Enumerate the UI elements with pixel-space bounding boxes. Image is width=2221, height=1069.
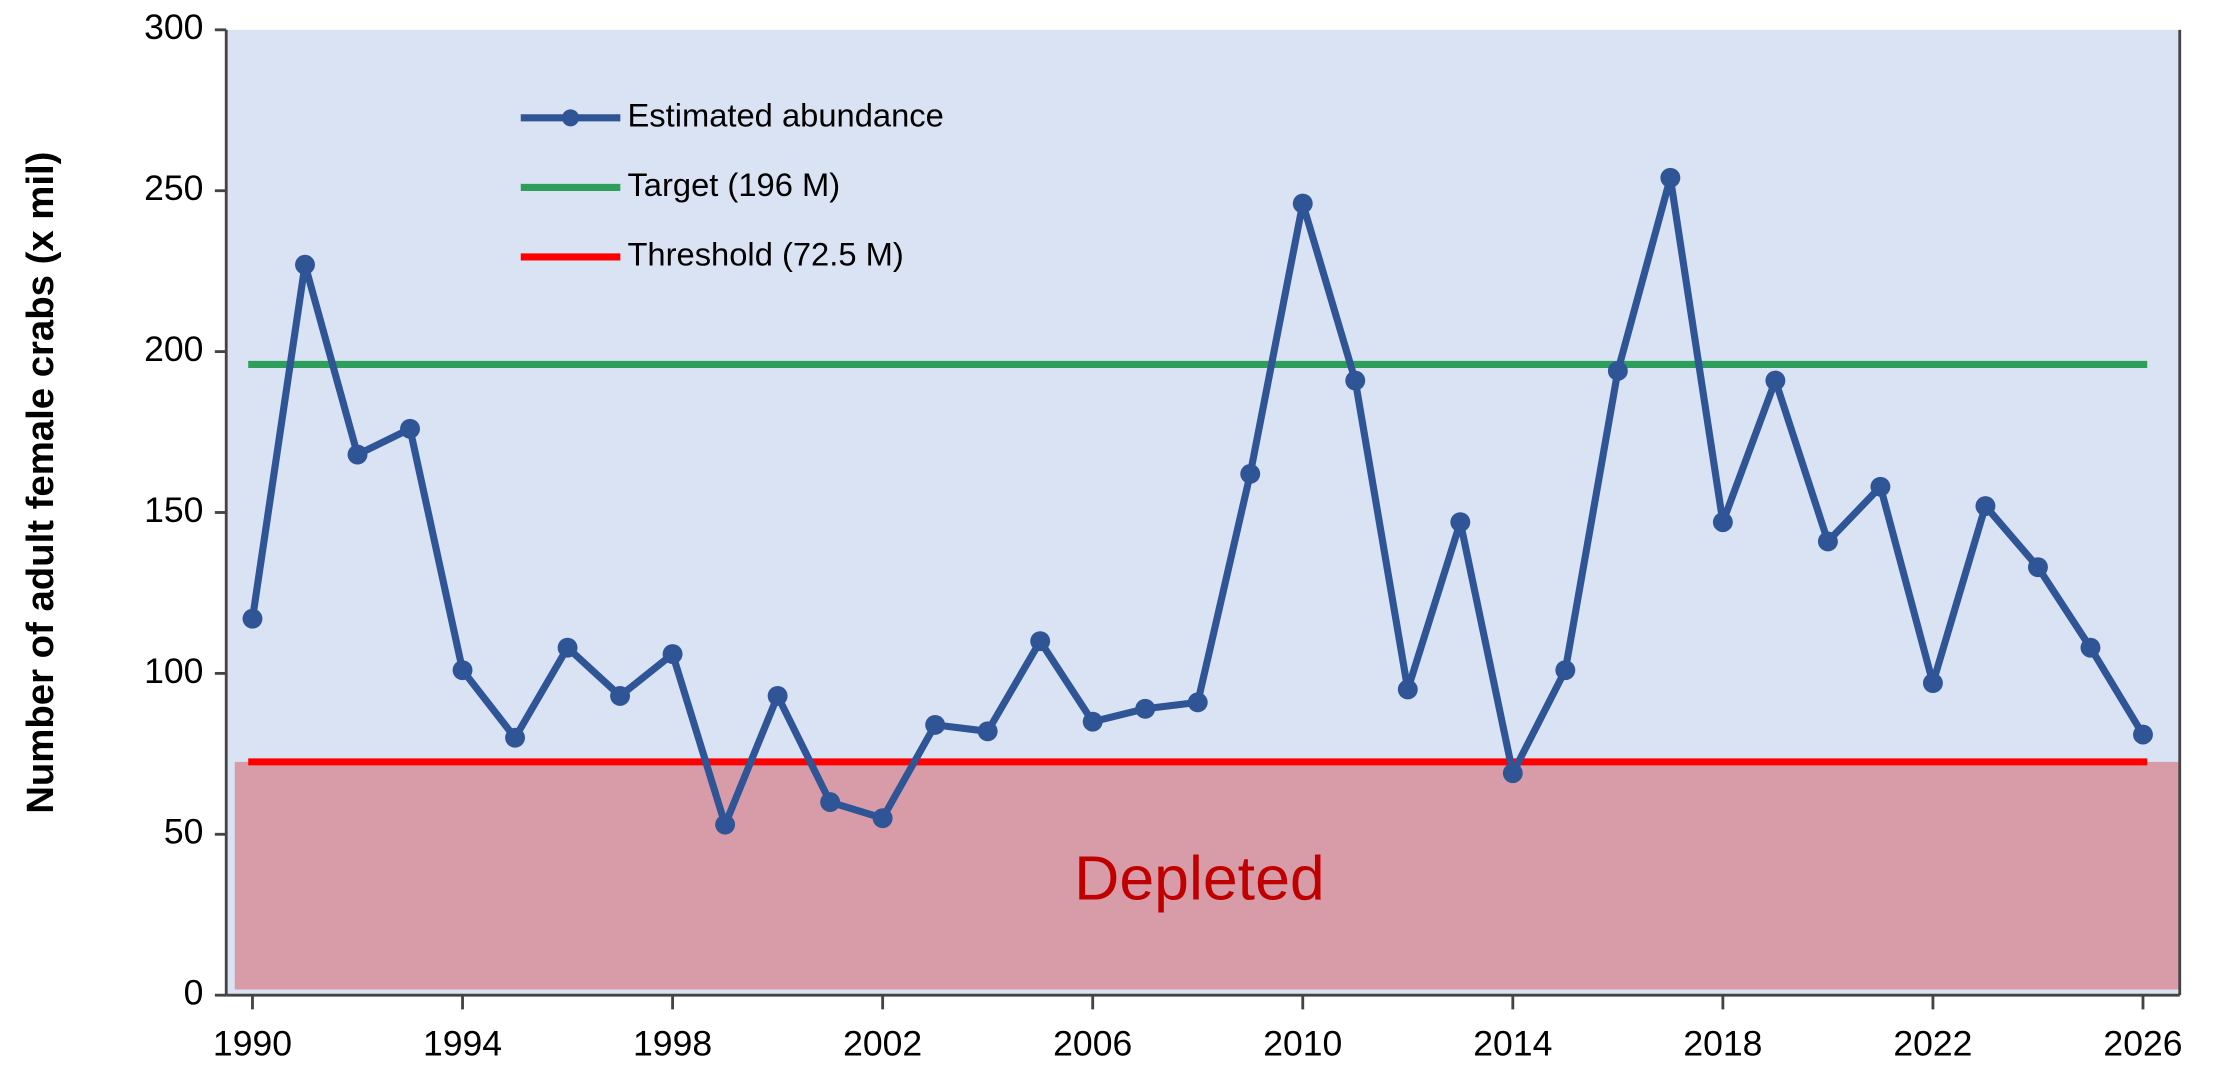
data-point <box>1187 692 1208 713</box>
data-point <box>505 727 526 748</box>
data-point <box>1345 370 1366 391</box>
data-point <box>610 685 631 706</box>
data-point <box>1975 496 1996 516</box>
data-point <box>2080 637 2101 658</box>
data-point <box>1870 476 1891 497</box>
legend-marker <box>562 109 580 127</box>
data-point <box>1450 512 1471 533</box>
data-point <box>347 444 368 465</box>
data-point <box>820 792 841 813</box>
data-point <box>715 814 736 835</box>
depleted-region <box>234 761 2180 990</box>
x-tick-label: 1998 <box>633 1024 712 1064</box>
data-point <box>1712 512 1733 533</box>
x-tick-label: 2006 <box>1053 1024 1132 1064</box>
data-point <box>1555 660 1576 681</box>
x-tick-label: 2022 <box>1893 1024 1972 1064</box>
data-point <box>1082 711 1103 732</box>
data-point <box>1030 631 1051 652</box>
data-point <box>767 685 788 706</box>
x-tick-label: 1994 <box>423 1024 502 1064</box>
x-tick-label: 1990 <box>213 1024 292 1064</box>
data-point <box>1397 679 1418 700</box>
data-point <box>400 418 420 439</box>
x-tick-label: 2010 <box>1263 1024 1342 1064</box>
legend-label: Target (196 M) <box>627 166 840 203</box>
data-point <box>1292 193 1313 214</box>
region-label: Depleted <box>1074 844 1325 914</box>
data-point <box>1660 167 1681 188</box>
y-axis-label: Number of adult female crabs (x mil) <box>19 152 62 814</box>
data-point <box>925 714 946 735</box>
y-tick-label: 100 <box>144 651 203 691</box>
data-point <box>295 254 315 275</box>
data-point <box>242 608 263 629</box>
data-point <box>1502 763 1523 784</box>
data-point <box>1607 360 1628 381</box>
y-tick-label: 250 <box>144 168 203 208</box>
data-point <box>452 660 473 681</box>
x-tick-label: 2026 <box>2103 1024 2182 1064</box>
data-point <box>557 637 578 658</box>
data-point <box>2133 724 2153 745</box>
data-point <box>1817 531 1838 552</box>
data-point <box>2027 557 2048 578</box>
y-tick-label: 300 <box>144 7 203 47</box>
legend-label: Threshold (72.5 M) <box>627 236 903 273</box>
data-point <box>872 808 893 829</box>
data-point <box>977 721 998 742</box>
x-tick-label: 2002 <box>843 1024 922 1064</box>
data-point <box>1135 698 1156 719</box>
y-tick-label: 150 <box>144 490 203 530</box>
x-tick-label: 2014 <box>1473 1024 1552 1064</box>
y-tick-label: 200 <box>144 329 203 369</box>
x-tick-label: 2018 <box>1683 1024 1762 1064</box>
data-point <box>1765 370 1786 391</box>
data-point <box>662 644 683 665</box>
legend-label: Estimated abundance <box>627 96 943 133</box>
data-point <box>1240 463 1261 484</box>
data-point <box>1922 673 1943 693</box>
y-tick-label: 50 <box>164 812 204 852</box>
y-tick-label: 0 <box>184 973 204 1013</box>
